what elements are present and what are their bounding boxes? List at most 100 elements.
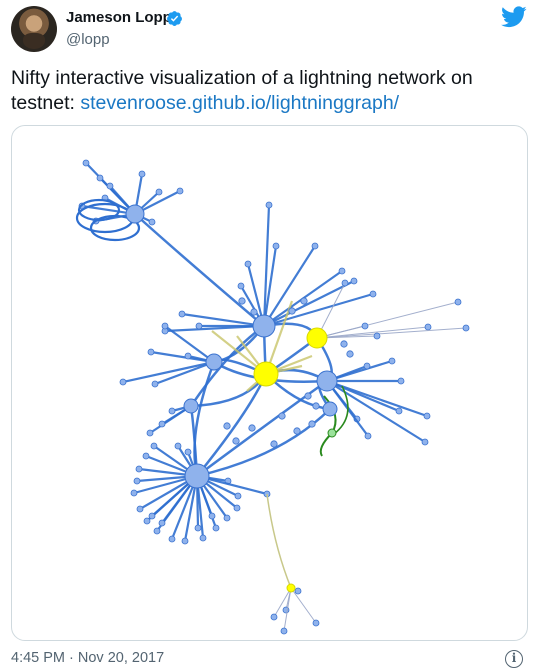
graph-hub-node bbox=[327, 428, 337, 438]
graph-edge bbox=[283, 587, 292, 632]
graph-node bbox=[234, 492, 242, 500]
graph-hub-node bbox=[322, 401, 338, 417]
graph-node bbox=[130, 489, 138, 497]
graph-node bbox=[272, 242, 280, 250]
graph-node bbox=[181, 537, 189, 545]
graph-node bbox=[223, 422, 231, 430]
graph-node bbox=[454, 298, 462, 306]
graph-node bbox=[363, 362, 371, 370]
graph-node bbox=[142, 452, 150, 460]
graph-edge bbox=[263, 292, 374, 328]
graph-node bbox=[304, 392, 312, 400]
graph-node bbox=[397, 377, 405, 385]
graph-node bbox=[341, 279, 349, 287]
graph-node bbox=[421, 438, 429, 446]
graph-node bbox=[233, 504, 241, 512]
graph-node bbox=[119, 378, 127, 386]
graph-edge bbox=[263, 280, 355, 327]
tweet-timestamp[interactable]: 4:45 PM · Nov 20, 2017 bbox=[11, 650, 165, 666]
lightning-network-graph bbox=[75, 159, 470, 635]
graph-node bbox=[338, 267, 346, 275]
graph-hub-node bbox=[252, 314, 276, 338]
twitter-bird-icon[interactable] bbox=[501, 6, 527, 28]
graph-hub-node bbox=[253, 361, 279, 387]
graph-node bbox=[423, 412, 431, 420]
graph-node bbox=[150, 442, 158, 450]
graph-node bbox=[293, 427, 301, 435]
graph-node bbox=[184, 352, 192, 360]
graph-edge bbox=[134, 213, 265, 327]
graph-node bbox=[350, 277, 358, 285]
graph-edge bbox=[196, 408, 331, 478]
graph-hub-node bbox=[205, 353, 223, 371]
graph-hub-node bbox=[125, 204, 145, 224]
graph-node bbox=[308, 420, 316, 428]
graph-hub-node bbox=[306, 327, 328, 349]
graph-edge bbox=[316, 326, 429, 339]
graph-node bbox=[133, 477, 141, 485]
graph-node bbox=[208, 512, 216, 520]
visualization-link[interactable]: stevenroose.github.io/lightninggraph/ bbox=[80, 92, 400, 114]
network-graph-image[interactable] bbox=[11, 125, 528, 641]
graph-node bbox=[280, 627, 288, 635]
graph-node bbox=[278, 412, 286, 420]
graph-edge bbox=[262, 204, 271, 327]
graph-node bbox=[178, 310, 186, 318]
graph-node bbox=[388, 357, 396, 365]
graph-edge bbox=[316, 327, 467, 339]
graph-edge bbox=[333, 385, 349, 435]
graph-node bbox=[361, 322, 369, 330]
graph-node bbox=[300, 297, 308, 305]
graph-hub-node bbox=[286, 583, 296, 593]
graph-node bbox=[294, 587, 302, 595]
graph-node bbox=[364, 432, 372, 440]
graph-edge bbox=[326, 379, 428, 418]
graph-edge bbox=[290, 587, 317, 624]
graph-edge bbox=[154, 360, 215, 386]
graph-node bbox=[232, 437, 240, 445]
graph-node bbox=[158, 519, 166, 527]
graph-node bbox=[395, 407, 403, 415]
graph-node bbox=[311, 242, 319, 250]
graph-node bbox=[248, 424, 256, 432]
graph-edge bbox=[77, 198, 121, 222]
graph-node bbox=[346, 350, 354, 358]
graph-edge bbox=[164, 325, 215, 363]
verified-badge-icon bbox=[167, 11, 182, 27]
graph-node bbox=[148, 218, 156, 226]
graph-edge bbox=[264, 300, 294, 375]
graph-node bbox=[312, 402, 320, 410]
graph-node bbox=[195, 322, 203, 330]
graph-node bbox=[147, 348, 155, 356]
graph-hub-node bbox=[183, 398, 199, 414]
graph-hub-node bbox=[184, 463, 210, 489]
author-handle[interactable]: @lopp bbox=[66, 31, 110, 48]
graph-node bbox=[238, 297, 246, 305]
graph-node bbox=[373, 332, 381, 340]
graph-edge bbox=[266, 493, 292, 589]
graph-node bbox=[151, 380, 159, 388]
graph-node bbox=[212, 524, 220, 532]
graph-node bbox=[250, 308, 258, 316]
graph-node bbox=[138, 170, 146, 178]
tweet-text-prefix: Nifty interactive visualization of a lig… bbox=[11, 67, 473, 114]
graph-node bbox=[223, 514, 231, 522]
author-name[interactable]: Jameson Lopp bbox=[66, 9, 172, 26]
graph-node bbox=[237, 282, 245, 290]
avatar[interactable] bbox=[11, 6, 57, 52]
graph-node bbox=[270, 613, 278, 621]
graph-node bbox=[176, 187, 184, 195]
graph-node bbox=[148, 512, 156, 520]
graph-node bbox=[168, 407, 176, 415]
graph-node bbox=[106, 182, 114, 190]
graph-node bbox=[194, 524, 202, 532]
graph-node bbox=[184, 448, 192, 456]
tweet-text: Nifty interactive visualization of a lig… bbox=[11, 66, 526, 116]
graph-node bbox=[288, 307, 296, 315]
graph-node bbox=[161, 322, 169, 330]
graph-node bbox=[244, 260, 252, 268]
info-icon[interactable]: i bbox=[505, 650, 523, 668]
graph-node bbox=[270, 440, 278, 448]
graph-hub-node bbox=[316, 370, 338, 392]
graph-node bbox=[155, 188, 163, 196]
